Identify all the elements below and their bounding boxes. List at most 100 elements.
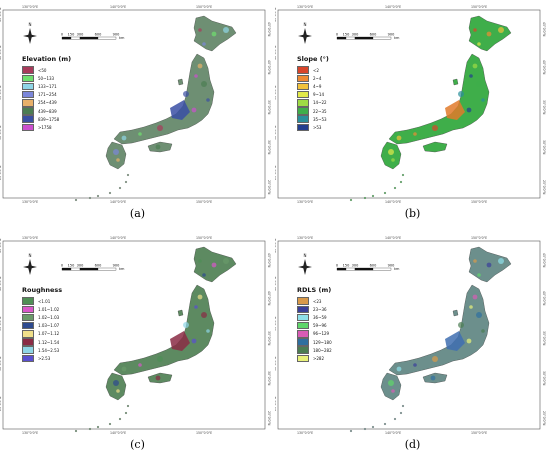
legend-swatch [22, 338, 34, 346]
scale-label: 600 [370, 33, 377, 37]
kyushu-shape [105, 372, 127, 401]
panel-caption: (a) [129, 207, 146, 220]
legend-swatch [22, 354, 34, 363]
legend-label: 129~180 [313, 339, 332, 345]
north-arrow-horizontal [298, 34, 312, 38]
texture-patch [388, 149, 394, 155]
legend-label: 1.07~1.12 [38, 331, 60, 337]
scale-segment [354, 267, 374, 271]
lon-tick-bottom: 140°0'0"E [385, 200, 401, 204]
legend-label: 1.02~1.03 [38, 314, 60, 320]
legend-item: >2.53 [22, 354, 62, 363]
lat-tick-right: 45°0'0"N [267, 22, 271, 37]
legend-swatch [297, 346, 309, 354]
island-dot [124, 181, 127, 184]
legend-title: Roughness [22, 286, 63, 294]
lat-tick-right: 45°0'0"N [542, 22, 546, 37]
legend-swatch [22, 107, 34, 115]
legend-label: >2.53 [38, 355, 51, 361]
scale-label: 300 [77, 33, 84, 37]
legend-item: 1.12~1.54 [22, 338, 62, 346]
texture-patch [498, 258, 504, 264]
scale-segment [70, 36, 81, 40]
texture-patch [202, 42, 206, 46]
lat-tick-right: 30°0'0"N [267, 371, 271, 386]
scale-segment [61, 267, 72, 271]
lon-tick-top: 150°0'0"E [471, 236, 487, 240]
texture-patch [391, 158, 395, 162]
legend-label: 171~254 [38, 92, 57, 98]
scale-label: 900 [113, 264, 120, 268]
legend-item: 1.02~1.03 [22, 313, 62, 322]
scale-segment [79, 267, 99, 271]
texture-patch [157, 125, 163, 131]
texture-patch [469, 74, 473, 78]
texture-patch [472, 294, 478, 300]
legend-item: >53 [297, 123, 329, 132]
scale-segment [372, 36, 392, 40]
scale-label: 0 [336, 33, 338, 37]
legend-item: 35~53 [297, 115, 329, 123]
legend-swatch [297, 107, 309, 115]
lon-tick-top: 150°0'0"E [196, 236, 212, 240]
central-highlands-shape [445, 331, 465, 351]
texture-patch [202, 273, 206, 277]
legend-label: <2 [313, 67, 319, 73]
legend-item: 36~59 [297, 313, 332, 322]
panel-caption: (b) [404, 207, 421, 220]
island-dot [383, 192, 386, 195]
texture-patch [194, 74, 198, 78]
texture-patch [466, 107, 472, 113]
island-dot [371, 426, 374, 429]
scale-label: 300 [77, 264, 84, 268]
lat-tick-right: 35°0'0"N [542, 100, 546, 115]
legend-swatch [297, 66, 309, 74]
legend-swatch [297, 354, 309, 363]
texture-patch [206, 329, 210, 333]
legend-item: <50 [22, 66, 71, 74]
scale-unit: km [119, 267, 125, 271]
legend-swatch [22, 74, 34, 83]
lat-tick-left: 45°0'0"N [0, 7, 2, 22]
lat-tick-left: 30°0'0"N [0, 356, 2, 371]
lat-tick-left: 25°0'0"N [275, 165, 277, 180]
texture-patch [206, 98, 210, 102]
legend-item: 254~439 [22, 99, 71, 107]
scale-segment [354, 36, 374, 40]
lat-tick-left: 40°0'0"N [0, 276, 2, 291]
scale-label: 600 [95, 264, 102, 268]
legend-label: 59~96 [313, 323, 327, 329]
lat-tick-left: 40°0'0"N [275, 276, 277, 291]
texture-patch [430, 375, 436, 381]
japan-landmass [74, 15, 237, 202]
island-dot [74, 199, 77, 202]
lon-tick-top: 130°0'0"E [297, 5, 313, 9]
island-dot [349, 199, 352, 202]
legend-swatch [297, 82, 309, 91]
island-dot [349, 430, 352, 433]
legend-swatch [22, 123, 34, 132]
texture-patch [157, 356, 163, 362]
island-dot [393, 418, 396, 421]
texture-patch [201, 312, 207, 318]
map-panel-elevation: N 0 150 300 600 900 km 45°0'0"N 45°0'0"N 40°0'0… [0, 0, 275, 231]
north-arrow-icon: N [298, 253, 312, 275]
lat-tick-right: 40°0'0"N [542, 60, 546, 75]
legend: Roughness <1.01 1.01~1.02 1.02~1.03 1.03~1.… [22, 286, 62, 363]
texture-patch [183, 91, 189, 97]
scale-label: 300 [352, 264, 359, 268]
legend-swatch [22, 305, 34, 314]
panel-caption: (c) [130, 438, 145, 451]
island-dot [108, 423, 111, 426]
legend-label: 35~53 [313, 116, 327, 122]
legend-item: 180~282 [297, 346, 332, 354]
sado-shape [452, 78, 459, 86]
north-arrow-icon: N [23, 22, 37, 44]
lon-tick-top: 140°0'0"E [110, 236, 126, 240]
legend-swatch [22, 99, 34, 107]
legend-swatch [297, 297, 309, 305]
legend-label: 2~4 [313, 75, 322, 81]
texture-patch [388, 380, 394, 386]
